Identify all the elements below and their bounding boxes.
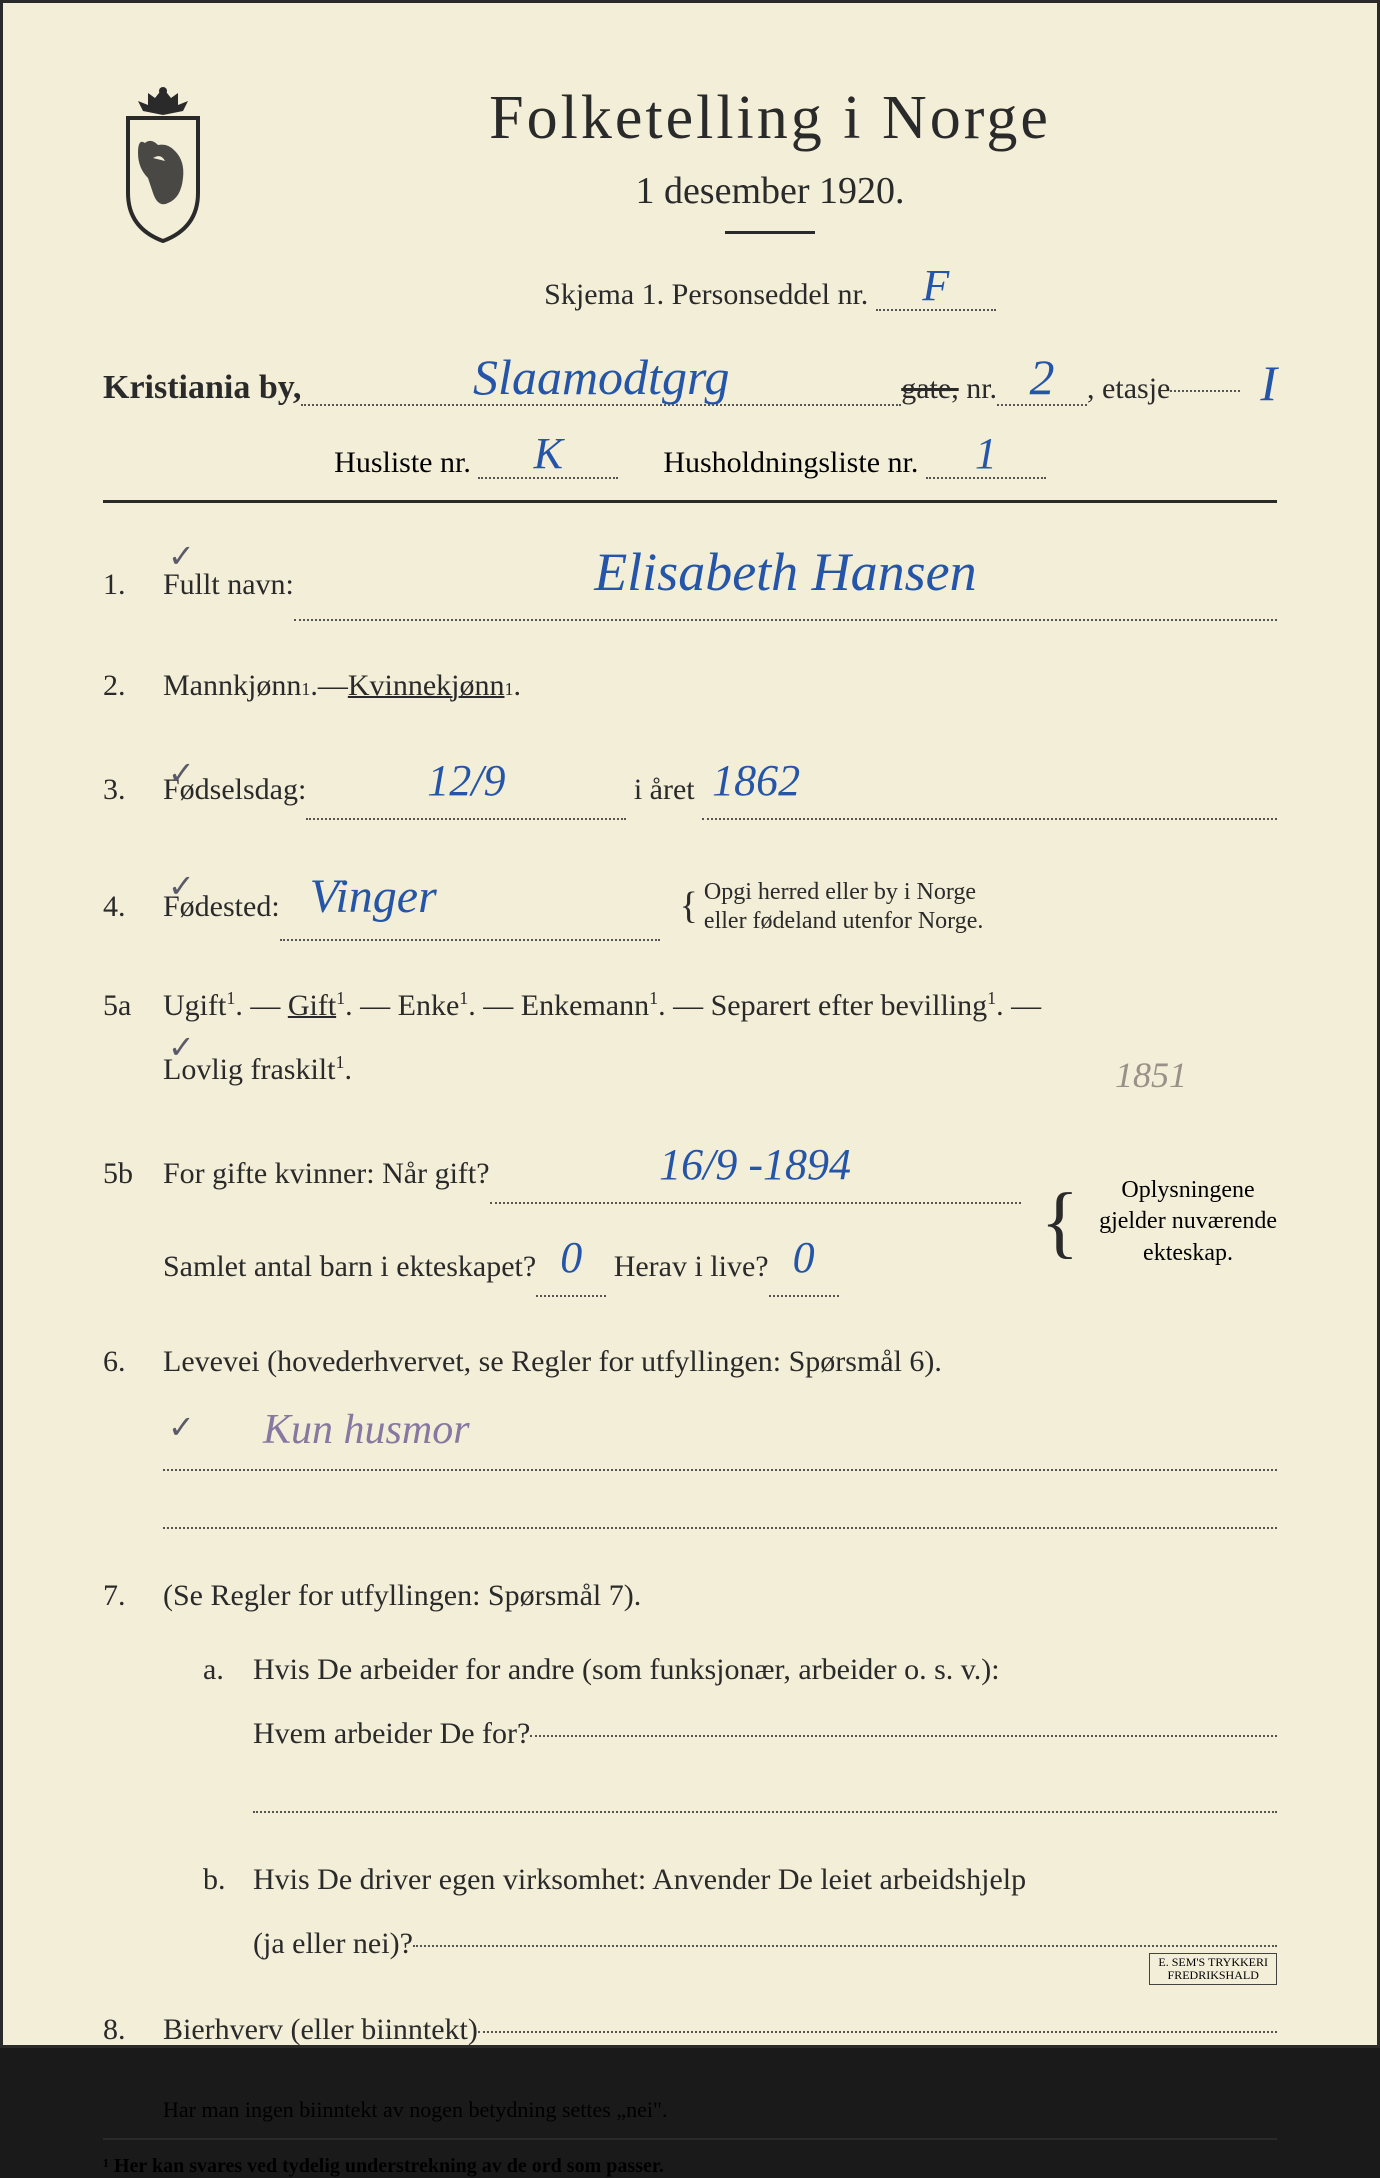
q3-num: 3. [103, 763, 163, 817]
q7-num: 7. [103, 1569, 163, 1623]
q2-num: 2. [103, 659, 163, 713]
q7b-line2: (ja eller nei)? [103, 1917, 1277, 1971]
title-divider [725, 231, 815, 234]
subtitle: 1 desember 1920. [263, 169, 1277, 213]
q1-num: 1. [103, 558, 163, 612]
birthplace: Vinger [300, 870, 447, 923]
q5b-label1: For gifte kvinner: Når gift? [163, 1147, 490, 1201]
q7a-text1: Hvis De arbeider for andre (som funksjon… [253, 1643, 1000, 1697]
q3-mid: i året [634, 763, 695, 817]
q5b-block: 5b For gifte kvinner: Når gift? 16/9 -18… [103, 1129, 1277, 1315]
occupation: Kun husmor [263, 1407, 470, 1453]
q7b-text2: (ja eller nei)? [253, 1917, 413, 1971]
q4-line: ✓ 4. Fødested: Vinger { Opgi herred elle… [103, 858, 1277, 946]
q7b-num: b. [203, 1853, 253, 1907]
q2-line: 2. Mannkjønn1. — Kvinnekjønn1. [103, 659, 1277, 713]
q5b-num: 5b [103, 1147, 163, 1201]
nr-value: 2 [1020, 349, 1065, 405]
q2-dash: — [318, 659, 348, 713]
section-rule [103, 500, 1277, 503]
q6-line: 6. Levevei (hovederhvervet, se Regler fo… [103, 1335, 1277, 1389]
husholdning-label: Husholdningsliste nr. [663, 446, 918, 479]
q5a-line2-text: Lovlig fraskilt1. [163, 1043, 352, 1097]
q5a-line: ✓ 5a Ugift1. — Gift1. — Enke1. — Enkeman… [103, 979, 1277, 1033]
main-title: Folketelling i Norge [263, 83, 1277, 154]
q2-male: Mannkjønn [163, 659, 301, 713]
brace-icon: { [1041, 1198, 1079, 1246]
children-total: 0 [550, 1233, 592, 1282]
skjema-line: Skjema 1. Personseddel nr. F [263, 264, 1277, 317]
q5a-num: 5a [103, 979, 163, 1033]
header: Folketelling i Norge 1 desember 1920. Sk… [103, 83, 1277, 342]
q1-line: ✓ 1. Fullt navn: Elisabeth Hansen [103, 528, 1277, 627]
q6-label: Levevei (hovederhvervet, se Regler for u… [163, 1335, 942, 1389]
footer-rule [103, 2138, 1277, 2140]
q6-answer: ✓ Kun husmor [103, 1399, 1277, 1477]
q7-label: (Se Regler for utfyllingen: Spørsmål 7). [163, 1569, 641, 1623]
footnote: ¹ Her kan svares ved tydelig understrekn… [103, 2155, 1277, 2178]
q7a-line2: Hvem arbeider De for? [103, 1707, 1277, 1761]
q4-num: 4. [103, 880, 163, 934]
blank-dotted-line [253, 1811, 1277, 1813]
husliste-nr: K [524, 429, 573, 478]
husliste-line: Husliste nr. K Husholdningsliste nr. 1 [103, 432, 1277, 485]
q8-num: 8. [103, 2003, 163, 2057]
street-name: Slaamodtgrg [463, 349, 740, 405]
q6-num: 6. [103, 1335, 163, 1389]
husholdning-nr: 1 [965, 429, 1007, 478]
q5a-line2: Lovlig fraskilt1. 1851 [103, 1043, 1277, 1097]
margin-pencil-note: 1851 [1115, 1043, 1187, 1108]
census-form-page: Folketelling i Norge 1 desember 1920. Sk… [0, 0, 1380, 2048]
q7b-text1: Hvis De driver egen virksomhet: Anvender… [253, 1853, 1026, 1907]
checkmark-icon: ✓ [168, 528, 195, 586]
coat-of-arms-icon [103, 83, 223, 243]
husliste-label: Husliste nr. [334, 446, 471, 479]
gate-label: gate, [901, 372, 958, 406]
q5a-options: Ugift1. — Gift1. — Enke1. — Enkemann1. —… [163, 979, 1041, 1033]
etasje-value: I [1250, 354, 1287, 412]
personseddel-nr: F [912, 261, 959, 310]
nr-label: nr. [966, 372, 997, 406]
children-alive: 0 [783, 1233, 825, 1282]
q7-line: 7. (Se Regler for utfyllingen: Spørsmål … [103, 1569, 1277, 1623]
footer-note: Har man ingen biinntekt av nogen betydni… [103, 2097, 1277, 2123]
checkmark-icon: ✓ [168, 858, 195, 916]
q5b-label3: Herav i live? [614, 1240, 769, 1294]
etasje-label: , etasje [1087, 372, 1170, 406]
full-name: Elisabeth Hansen [584, 542, 986, 602]
q5b-label2: Samlet antal barn i ekteskapet? [163, 1240, 536, 1294]
birth-day: 12/9 [417, 756, 515, 805]
q7a-line1: a. Hvis De arbeider for andre (som funks… [103, 1643, 1277, 1697]
q7b-line1: b. Hvis De driver egen virksomhet: Anven… [103, 1853, 1277, 1907]
q4-note: { Opgi herred eller by i Norge eller fød… [680, 878, 984, 936]
q5b-note: Oplysningene gjelder nuværende ekteskap. [1099, 1175, 1277, 1269]
checkmark-icon: ✓ [168, 745, 195, 803]
q7a-text2: Hvem arbeider De for? [253, 1707, 530, 1761]
birth-year: 1862 [702, 756, 810, 805]
address-line: Kristiania by, Slaamodtgrg gate, nr. 2 ,… [103, 352, 1277, 412]
q8-line: 8. Bierhverv (eller biinntekt) [103, 2003, 1277, 2057]
q2-female: Kvinnekjønn [348, 659, 505, 713]
blank-dotted-line [163, 1527, 1277, 1529]
q3-line: ✓ 3. Fødselsdag: 12/9 i året 1862 [103, 745, 1277, 826]
q7a-num: a. [203, 1643, 253, 1697]
title-block: Folketelling i Norge 1 desember 1920. Sk… [263, 83, 1277, 342]
skjema-label: Skjema 1. Personseddel nr. [544, 278, 868, 311]
married-date: 16/9 -1894 [649, 1140, 861, 1189]
printer-mark: E. SEM'S TRYKKERI FREDRIKSHALD [1149, 1953, 1277, 1985]
kristiania-label: Kristiania by, [103, 369, 301, 407]
q8-label: Bierhverv (eller biinntekt) [163, 2003, 478, 2057]
